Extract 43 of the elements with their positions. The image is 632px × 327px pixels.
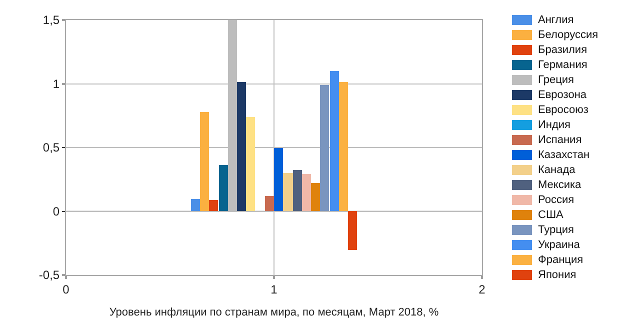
legend-label: Англия (538, 14, 574, 26)
legend-label: Евросоюз (538, 104, 588, 116)
bar (265, 196, 274, 211)
bar (293, 170, 302, 211)
x-tick-label: 0 (62, 282, 70, 296)
bar (302, 174, 311, 211)
bar (339, 82, 348, 211)
legend-label: Турция (538, 224, 574, 236)
legend-label: Канада (538, 164, 576, 176)
bar (200, 112, 209, 211)
bar (191, 199, 200, 211)
legend-label: США (538, 208, 564, 220)
bar (283, 173, 293, 211)
legend-label: Еврозона (538, 88, 587, 100)
y-tick-label: 1 (52, 76, 60, 91)
y-tick-label: -0,5 (38, 268, 60, 282)
legend-label: Россия (538, 194, 574, 206)
y-tick-label: 0 (52, 204, 60, 218)
bar (348, 211, 357, 250)
legend-label: Мексика (538, 178, 582, 190)
legend-label: Испания (538, 134, 582, 146)
legend-label: Бразилия (538, 44, 588, 56)
legend-label: Германия (538, 58, 588, 70)
x-tick-label: 2 (478, 282, 486, 296)
bar (320, 85, 329, 211)
legend-label: Украина (538, 238, 580, 250)
bar (246, 117, 255, 211)
y-tick-label: 1,5 (42, 13, 60, 28)
legend-label: Казахстан (538, 148, 590, 160)
legend-label: Индия (538, 118, 571, 130)
bar (311, 183, 320, 211)
bar (209, 200, 218, 211)
y-tick-label: 0,5 (42, 140, 60, 155)
legend-label: Греция (538, 74, 574, 86)
bar (330, 71, 339, 211)
x-axis-title: Уровень инфляции по странам мира, по месяцам, Март 2018, % (109, 306, 439, 319)
legend-label: Франция (538, 254, 584, 266)
bar (274, 148, 283, 211)
legend-label: Белоруссия (538, 28, 598, 40)
bar (219, 165, 228, 211)
legend-label: Япония (538, 268, 576, 280)
bar (237, 82, 246, 211)
x-tick-label: 1 (270, 282, 278, 296)
